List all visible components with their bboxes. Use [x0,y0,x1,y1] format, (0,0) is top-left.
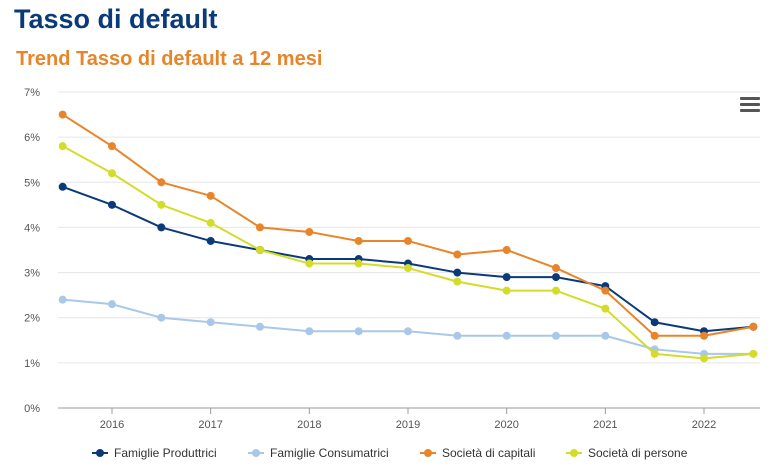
series-line [62,145,754,360]
data-point [305,327,314,336]
x-tick-label: 2018 [297,419,321,431]
y-tick-label: 6% [24,132,40,144]
data-point [108,300,116,309]
legend-item[interactable]: Società di persone [566,446,687,460]
data-point [453,331,462,340]
data-point [601,304,610,313]
data-point [157,313,166,322]
y-tick-label: 4% [24,222,40,234]
data-point [157,200,166,209]
legend-swatch-icon [92,448,108,458]
legend-label: Famiglie Consumatrici [270,446,389,460]
data-point [256,246,264,254]
data-point [354,236,363,245]
data-point [354,327,363,336]
legend-item[interactable]: Famiglie Produttrici [92,446,217,460]
data-point [502,286,511,295]
y-tick-label: 3% [24,268,40,280]
series-line [62,185,754,333]
legend-swatch-icon [420,448,436,458]
data-point [157,223,166,232]
legend-swatch-icon [566,448,582,458]
data-point [58,295,67,304]
data-point [305,227,314,236]
data-point [552,286,560,295]
y-tick-label: 0% [24,403,40,415]
data-point [354,259,363,268]
series-line [62,113,754,337]
data-point [58,142,67,151]
data-point [58,182,67,191]
data-point [404,264,412,273]
data-point [700,331,708,340]
series-line [62,298,754,355]
data-point [108,200,116,209]
legend-item[interactable]: Famiglie Consumatrici [248,446,389,460]
data-point [552,331,560,340]
legend-swatch-icon [248,448,264,458]
data-point [749,322,758,331]
data-point [601,286,610,295]
x-tick-label: 2016 [100,419,124,431]
data-point [58,110,67,119]
chart-subtitle: Trend Tasso di default a 12 mesi [16,48,323,70]
data-point [108,169,116,178]
y-tick-label: 2% [24,313,40,325]
legend-label: Società di persone [588,446,688,460]
data-point [552,273,560,282]
y-tick-label: 1% [24,358,40,370]
data-point [256,223,264,232]
data-point [502,246,511,254]
page-title: Tasso di default [14,4,218,34]
data-point [157,178,166,187]
chart-legend: Famiglie Produttrici Famiglie Consumatric… [0,446,783,466]
data-point [700,354,708,363]
data-point [404,327,412,336]
legend-item[interactable]: Società di capitali [420,446,535,460]
data-point [601,331,610,340]
data-point [650,318,659,327]
data-point [453,250,462,259]
x-tick-label: 2021 [593,419,617,431]
data-point [552,264,560,273]
legend-label: Famiglie Produttrici [114,446,217,460]
data-point [305,259,314,268]
x-tick-label: 2020 [494,419,518,431]
data-point [206,191,215,200]
line-chart: 0% 1% 2% 3% 4% 5% 6% 7% 2016 2017 2018 2019 2020 2021… [24,87,760,431]
x-tick-label: 2022 [692,419,716,431]
legend-label: Società di capitali [442,446,536,460]
x-tick-label: 2017 [198,419,222,431]
data-point [206,236,215,245]
data-point [206,218,215,227]
data-point [256,322,264,331]
data-point [650,331,659,340]
hamburger-menu-icon[interactable] [740,97,760,113]
x-tick-label: 2019 [396,419,420,431]
data-point [453,268,462,277]
data-point [502,273,511,282]
data-point [108,142,116,151]
data-point [502,331,511,340]
data-point [404,236,412,245]
data-point [749,349,758,358]
y-tick-label: 7% [24,87,40,99]
data-point [453,277,462,286]
data-point [206,318,215,327]
data-point [650,349,659,358]
y-tick-label: 5% [24,177,40,189]
